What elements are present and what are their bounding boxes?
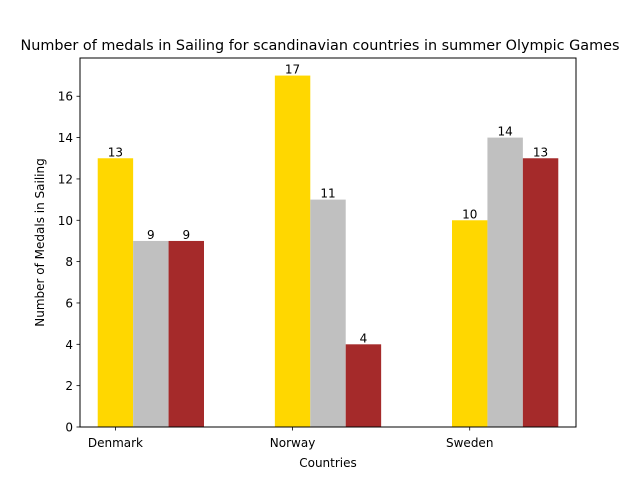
data-label: 11 bbox=[320, 187, 335, 201]
data-label: 9 bbox=[147, 228, 155, 242]
data-label: 13 bbox=[533, 145, 548, 159]
data-label: 4 bbox=[360, 331, 368, 345]
bar-norway-2 bbox=[310, 199, 346, 427]
data-label: 14 bbox=[497, 125, 512, 139]
y-tick-label: 10 bbox=[58, 214, 73, 228]
bar-sweden-1 bbox=[452, 220, 488, 427]
bar-norway-3 bbox=[345, 344, 382, 427]
bar-sweden-2 bbox=[487, 137, 523, 427]
bar-denmark-1 bbox=[97, 158, 134, 427]
y-tick-label: 2 bbox=[65, 379, 73, 393]
x-tick-label: Norway bbox=[270, 436, 316, 450]
chart-title: Number of medals in Sailing for scandina… bbox=[21, 38, 620, 54]
x-tick-label: Denmark bbox=[88, 436, 143, 450]
y-tick-label: 12 bbox=[58, 172, 73, 186]
y-tick-label: 14 bbox=[58, 131, 73, 145]
bar-norway-1 bbox=[274, 75, 311, 427]
data-label: 17 bbox=[285, 63, 300, 77]
bar-denmark-3 bbox=[168, 240, 204, 427]
y-tick-label: 0 bbox=[65, 421, 73, 435]
y-tick-label: 8 bbox=[65, 255, 73, 269]
y-tick-label: 16 bbox=[58, 90, 73, 104]
x-tick-label: Sweden bbox=[446, 436, 493, 450]
plot-frame bbox=[79, 57, 577, 428]
data-label: 9 bbox=[182, 228, 190, 242]
bar-denmark-2 bbox=[133, 240, 169, 427]
data-label: 13 bbox=[108, 145, 123, 159]
data-label: 10 bbox=[462, 207, 477, 221]
x-axis-label: Countries bbox=[299, 456, 357, 470]
y-tick-label: 6 bbox=[65, 296, 73, 310]
y-axis-label: Number of Medals in Sailing bbox=[33, 158, 47, 326]
y-tick-label: 4 bbox=[65, 338, 73, 352]
bar-sweden-3 bbox=[522, 158, 559, 427]
